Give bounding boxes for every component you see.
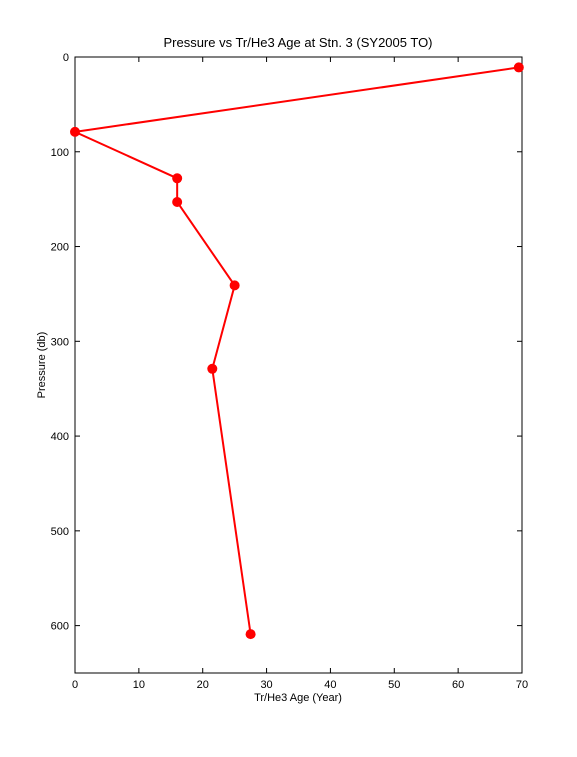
y-tick-label: 600 bbox=[51, 621, 69, 633]
x-tick-label: 60 bbox=[452, 679, 464, 691]
x-tick-label: 0 bbox=[72, 679, 78, 691]
point bbox=[172, 196, 183, 207]
x-tick-label: 10 bbox=[133, 679, 145, 691]
x-tick-label: 30 bbox=[260, 679, 272, 691]
plot-frame bbox=[74, 56, 523, 674]
x-tick-label: 50 bbox=[388, 679, 400, 691]
x-tick-label: 70 bbox=[516, 679, 528, 691]
y-axis-label: Pressure (db) bbox=[36, 332, 48, 399]
chart-title: Pressure vs Tr/He3 Age at Stn. 3 (SY2005… bbox=[163, 35, 432, 50]
point bbox=[172, 173, 183, 184]
point bbox=[229, 280, 240, 291]
y-tick-label: 100 bbox=[51, 147, 69, 159]
x-tick-label: 20 bbox=[197, 679, 209, 691]
x-tick-label: 40 bbox=[324, 679, 336, 691]
point bbox=[70, 126, 80, 137]
y-tick-label: 200 bbox=[51, 242, 69, 254]
x-axis-label: Tr/He3 Age (Year) bbox=[254, 692, 342, 704]
point bbox=[245, 629, 256, 640]
y-tick-label: 0 bbox=[63, 52, 69, 64]
y-tick-label: 500 bbox=[51, 526, 69, 538]
point bbox=[207, 363, 218, 374]
point bbox=[513, 62, 524, 73]
y-tick-label: 400 bbox=[51, 431, 69, 443]
y-tick-label: 300 bbox=[51, 336, 69, 348]
